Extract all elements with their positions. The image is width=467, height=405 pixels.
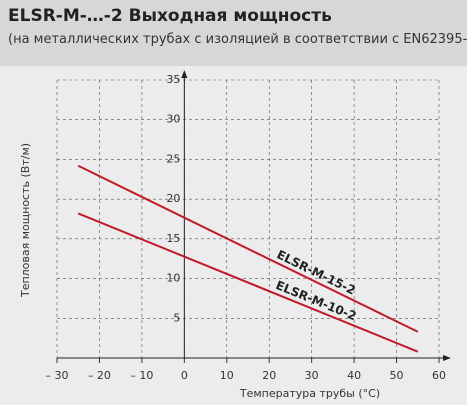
y-axis-arrow — [181, 70, 188, 78]
x-tick-label: 60 — [432, 369, 446, 382]
x-tick-label: 40 — [347, 369, 361, 382]
y-tick-label: 15 — [166, 232, 180, 245]
x-tick-label: 20 — [262, 369, 276, 382]
y-tick-label: 20 — [166, 192, 180, 205]
x-tick-label: – 20 — [88, 369, 111, 382]
y-tick-label: 30 — [166, 113, 180, 126]
y-tick-label: 35 — [166, 73, 180, 86]
y-tick-label: 10 — [166, 272, 180, 285]
x-tick-label: 0 — [181, 369, 188, 382]
x-axis-arrow — [443, 355, 451, 361]
series-line — [77, 212, 419, 353]
x-tick-label: 50 — [390, 369, 404, 382]
x-tick-label: 10 — [220, 369, 234, 382]
y-axis-label: Тепловая мощность (Вт/м) — [19, 143, 32, 298]
y-tick-label: 25 — [166, 152, 180, 165]
chart-subtitle: (на металлических трубах с изоляцией в с… — [8, 32, 467, 47]
x-axis-label: Температура трубы (°C) — [239, 387, 380, 400]
header: ELSR-M-…-2 Выходная мощность (на металли… — [0, 0, 467, 66]
x-tick-label: – 10 — [130, 369, 153, 382]
series-line — [77, 164, 419, 333]
x-tick-label: 30 — [305, 369, 319, 382]
x-tick-label: – 30 — [46, 369, 69, 382]
chart-title: ELSR-M-…-2 Выходная мощность — [8, 6, 332, 26]
y-tick-label: 5 — [173, 311, 180, 324]
